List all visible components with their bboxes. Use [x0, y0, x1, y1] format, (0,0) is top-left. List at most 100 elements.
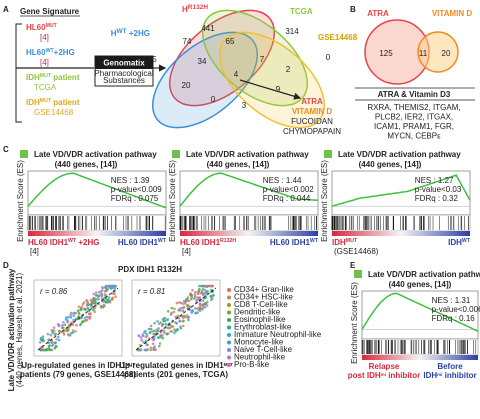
stat: NES : 1.31 [432, 296, 471, 305]
text-part: Late VD/VDR activation pathway [34, 150, 157, 159]
scatter-point [72, 318, 75, 322]
superscript: WT [158, 238, 167, 244]
scatter-point [148, 331, 152, 334]
scatter-point [74, 330, 77, 333]
scatter-point [161, 334, 164, 337]
text-part: GSE14468 [318, 33, 358, 42]
scatter-point [212, 294, 215, 297]
plot-subtitle: (440 genes, [14]) [389, 280, 452, 289]
bracket [15, 23, 22, 123]
venn-count: 7 [260, 55, 265, 64]
venn-set-label: ATRA [367, 9, 389, 18]
scatter-point [86, 299, 89, 303]
legend-swatch [227, 318, 231, 322]
scatter-point [151, 342, 155, 346]
scatter-point [70, 331, 73, 335]
y-axis-label: Enrichment Score (ES) [320, 160, 329, 242]
venn-count: 20 [182, 81, 191, 90]
superscript: MUT [346, 238, 358, 244]
scatter-point [89, 303, 93, 306]
scatter-point [46, 332, 50, 336]
scatter-point [49, 333, 52, 337]
text-part: 65 [226, 37, 235, 46]
text-part: Enrichment Score (ES) [350, 282, 359, 364]
scatter-point [186, 303, 189, 307]
genomatix-label: Genomatix [103, 59, 145, 68]
text-part: 0 [326, 53, 331, 62]
scatter-point [149, 324, 153, 328]
scatter-point [69, 311, 73, 315]
y-axis-label: Late VD/VDR activation pathway [7, 268, 16, 391]
panel-letter: E [350, 261, 356, 270]
scatter-point [201, 304, 204, 307]
regression-line [37, 287, 119, 351]
scatter-point [201, 291, 204, 295]
gene-list: MYCN, CEBPε [387, 132, 441, 141]
scatter-point [161, 337, 165, 340]
group-label: post IDHmi inhibitor [348, 371, 420, 380]
scatter-point [69, 316, 73, 319]
scatter-point [199, 303, 202, 307]
signature-name: IDHMUT patient [26, 98, 80, 107]
scatter-point [85, 318, 89, 322]
superscript: WT [68, 238, 77, 244]
text-part: H [182, 5, 188, 14]
scatter-point [97, 295, 100, 299]
text-part: 7 [260, 55, 265, 64]
group-label: HL60 IDH1WT [270, 238, 319, 247]
venn-count: 9 [276, 85, 281, 94]
scatter-point [73, 311, 77, 315]
scatter-point [181, 324, 185, 328]
scatter-point [183, 302, 187, 305]
text-part: 20 [182, 81, 191, 90]
scatter-point [163, 331, 166, 335]
scatter-point [100, 292, 103, 296]
text-part: H [111, 29, 117, 38]
superscript: MUT [40, 73, 52, 79]
text-part: Erythroblast-like [234, 323, 292, 332]
legend-swatch [227, 348, 231, 352]
scatter-point [172, 310, 175, 314]
group-label: HL60 IDH1R132H [180, 238, 236, 247]
text-part: Gene Signature [20, 7, 80, 16]
scatter-point [179, 306, 183, 310]
scatter-point [156, 320, 159, 323]
text-part: TCGA [34, 83, 57, 92]
scatter-point [57, 338, 61, 342]
compound: ATRA [301, 97, 323, 106]
superscript: R132H [220, 238, 236, 244]
scatter-point [94, 291, 98, 294]
scatter-point [166, 326, 170, 330]
text-part: Up-regulated genes in IDH1 [119, 361, 224, 370]
barcode-frame [331, 214, 471, 232]
group-label: Relapse [369, 362, 400, 371]
scatter-point [71, 329, 75, 332]
text-part: 314 [285, 27, 299, 36]
text-part: FDRq : 0.044 [263, 194, 311, 203]
text-part: 0 [211, 95, 216, 104]
text-part: Up-regulated genes in IDH1 [21, 361, 126, 370]
scatter-point [81, 320, 84, 324]
scatter-point [193, 293, 197, 297]
text-part: Monocyte-like [234, 338, 284, 347]
text-part: PDX IDH1 R132H [118, 265, 182, 274]
scatter-point [165, 332, 169, 336]
text-part: C [3, 145, 9, 154]
scatter-point [99, 290, 103, 293]
superscript: MUT [46, 23, 58, 29]
venn-count: 74 [183, 37, 192, 46]
scatter-point [198, 296, 202, 299]
venn-count: 11 [419, 49, 428, 58]
venn-set-label: HR132H [182, 4, 208, 15]
text-part: A [3, 5, 9, 14]
text-part: 9 [276, 85, 281, 94]
text-part: Pro-B-like [234, 360, 270, 369]
superscript: MUT [126, 362, 136, 367]
text-part: D [3, 261, 9, 270]
text-part: r = 0.86 [40, 287, 68, 296]
venn-count: 20 [442, 49, 451, 58]
text-part: p-value<0.006 [432, 305, 480, 314]
plot-title: Late VD/VDR activation pathway [368, 270, 480, 279]
scatter-point [60, 326, 64, 330]
